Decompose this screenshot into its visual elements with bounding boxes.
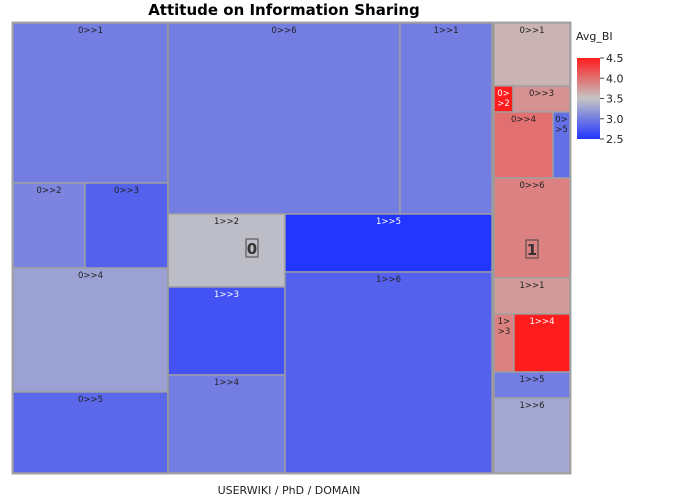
cell-label: 0>>3 [529, 89, 554, 99]
treemap-cell-0-1-1[interactable]: 1>>1 [399, 22, 493, 215]
cell-label: 0>>1 [519, 26, 544, 36]
x-axis-label: USERWIKI / PhD / DOMAIN [217, 484, 361, 497]
group-label-0: 0 [245, 238, 259, 258]
treemap-cell-1-0[interactable]: 0>>1 [493, 22, 571, 87]
cell-label: 0>>4 [511, 115, 536, 125]
cell-label: 1>>6 [376, 275, 401, 285]
legend-tick-label: 3.0 [606, 113, 624, 126]
treemap-cell-1-9[interactable]: 1>>5 [493, 371, 571, 399]
treemap-cell-0-1-3[interactable]: 1>>3 [167, 286, 286, 376]
treemap-cell-0-0-2[interactable]: 0>>3 [84, 182, 169, 269]
cell-label: 1>>4 [529, 317, 554, 327]
cell-label: 0>>4 [78, 271, 103, 281]
treemap-cell-0-1-6[interactable]: 1>>6 [284, 271, 493, 474]
cell-label: 1>>1 [433, 26, 458, 36]
cell-label: 1>>5 [519, 375, 544, 385]
treemap-cell-0-0-0[interactable]: 0>>1 [12, 22, 169, 184]
color-scale-bar [577, 58, 600, 139]
legend-title: Avg_BI [576, 30, 613, 43]
treemap-cell-1-8[interactable]: 1>>4 [513, 313, 571, 373]
cell-label: 1>>6 [519, 401, 544, 411]
treemap-cell-0-1-0[interactable]: 0>>6 [167, 22, 401, 215]
cell-label: 1>>3 [498, 317, 511, 337]
svg-text:0: 0 [247, 240, 257, 258]
treemap-cell-0-1-4[interactable]: 1>>4 [167, 374, 286, 474]
cell-label: 0>>5 [555, 115, 568, 135]
cell-label: 1>>3 [214, 290, 239, 300]
legend-tick-label: 3.5 [606, 93, 624, 106]
cell-label: 1>>1 [519, 281, 544, 291]
cell-label: 0>>2 [497, 89, 510, 109]
treemap-cell-1-1[interactable]: 0> >2 [493, 85, 514, 113]
cell-label: 0>>6 [519, 181, 544, 191]
legend-tick-label: 4.0 [606, 72, 624, 85]
cell-label: 1>>4 [214, 378, 239, 388]
cell-label: 0>>3 [114, 186, 139, 196]
treemap-cell-1-2[interactable]: 0>>3 [512, 85, 571, 113]
svg-text:1: 1 [527, 241, 537, 259]
treemap-cell-0-0-4[interactable]: 0>>5 [12, 391, 169, 474]
treemap-cell-1-7[interactable]: 1> >3 [493, 313, 515, 373]
treemap-cell-1-5[interactable]: 0>>6 [493, 177, 571, 279]
treemap-cell-0-0-1[interactable]: 0>>2 [12, 182, 86, 269]
cell-label: 0>>6 [271, 26, 296, 36]
legend-tick-label: 2.5 [606, 133, 624, 146]
treemap-cell-0-1-5[interactable]: 1>>5 [284, 213, 493, 273]
treemap-cell-0-0-3[interactable]: 0>>4 [12, 267, 169, 393]
legend-tick-label: 4.5 [606, 52, 624, 65]
chart-title: Attitude on Information Sharing [148, 1, 420, 19]
cell-label: 1>>2 [214, 217, 239, 227]
cell-label: 1>>5 [376, 217, 401, 227]
treemap-cell-1-3[interactable]: 0>>4 [493, 111, 554, 179]
treemap-cell-1-4[interactable]: 0> >5 [552, 111, 571, 179]
treemap-cell-1-6[interactable]: 1>>1 [493, 277, 571, 315]
cell-label: 0>>2 [36, 186, 61, 196]
cell-label: 0>>5 [78, 395, 103, 405]
treemap-cell-0-1-2[interactable]: 1>>2 [167, 213, 286, 288]
treemap-cell-1-10[interactable]: 1>>6 [493, 397, 571, 474]
cell-label: 0>>1 [78, 26, 103, 36]
group-label-1: 1 [525, 239, 539, 259]
